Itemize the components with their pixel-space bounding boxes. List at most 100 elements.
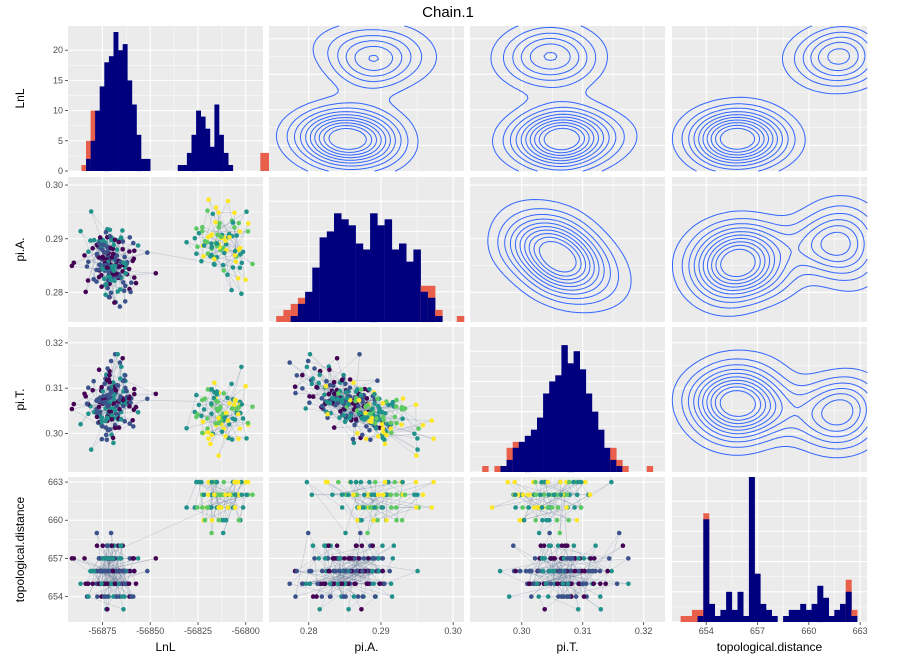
histogram-bar	[726, 591, 733, 622]
scatter-point	[375, 517, 380, 523]
scatter-point	[195, 505, 200, 510]
scatter-point	[353, 398, 358, 404]
scatter-point	[114, 247, 120, 252]
scatter-point	[591, 568, 596, 574]
density-contour	[509, 218, 605, 295]
scatter-point	[372, 594, 378, 599]
density-contour	[525, 52, 600, 162]
density-contour	[720, 248, 756, 278]
scatter-point	[317, 372, 323, 378]
scatter-point	[105, 594, 110, 599]
scatter-point	[429, 505, 435, 510]
scatter-point	[420, 492, 426, 498]
scatter-point	[209, 530, 214, 536]
scatter-point	[355, 594, 361, 599]
scatter-point	[343, 381, 348, 387]
scatter-point	[120, 228, 125, 233]
histogram-bar	[200, 116, 206, 171]
scatter-point	[245, 221, 251, 226]
scatter-point	[367, 479, 372, 485]
density-contour	[497, 208, 620, 305]
panel-background	[470, 177, 665, 322]
histogram-bar	[579, 369, 587, 472]
scatter-point	[540, 568, 545, 574]
scatter-point	[219, 429, 225, 435]
scatter-point	[223, 242, 229, 247]
scatter-point	[331, 425, 337, 430]
panel-1-1	[269, 177, 465, 323]
scatter-point	[380, 568, 386, 574]
density-contour	[693, 36, 866, 167]
scatter-point	[232, 248, 238, 254]
density-contour	[515, 37, 610, 167]
density-contour	[706, 237, 771, 288]
scatter-point	[101, 594, 107, 599]
scatter-point	[97, 262, 102, 268]
scatter-point	[104, 437, 110, 443]
scatter-point	[592, 556, 597, 561]
panel-1-3	[672, 177, 868, 322]
scatter-point	[153, 556, 159, 561]
panel-background	[672, 477, 867, 622]
scatter-point	[388, 492, 394, 498]
histogram-bar	[334, 213, 342, 323]
scatter-point	[107, 556, 113, 561]
scatter-point	[209, 401, 214, 406]
scatter-point	[83, 581, 88, 587]
histogram-bar-burnin	[81, 165, 87, 171]
scatter-point	[239, 479, 244, 485]
histogram-bar	[209, 146, 215, 171]
scatter-point	[357, 352, 362, 357]
scatter-point	[113, 388, 119, 393]
x-axis-labels: -56875 -56850 -56825 -56800 LnL 0.28 0.29 0.30 p…	[88, 622, 868, 654]
histogram-bar	[800, 603, 807, 622]
scatter-point	[100, 556, 106, 561]
scatter-point	[209, 241, 214, 246]
scatter-point	[394, 420, 399, 426]
scatter-point	[317, 368, 323, 374]
scatter-point	[533, 479, 538, 485]
scatter-point	[225, 272, 230, 278]
histogram-bar	[610, 459, 617, 472]
scatter-point	[213, 205, 219, 210]
histogram-bar-burnin	[680, 616, 687, 622]
scatter-point	[358, 387, 364, 392]
scatter-point	[561, 594, 567, 599]
scatter-point	[215, 232, 220, 237]
scatter-point	[104, 265, 110, 271]
scatter-point	[120, 356, 125, 361]
density-contour	[681, 358, 868, 450]
scatter-point	[232, 479, 237, 485]
scatter-point	[209, 411, 214, 417]
scatter-point	[413, 479, 419, 485]
scatter-point	[569, 568, 574, 574]
scatter-point	[353, 543, 359, 548]
scatter-point	[293, 594, 298, 599]
scatter-point	[205, 234, 211, 240]
panel-0-0	[68, 26, 270, 172]
scatter-point	[240, 249, 246, 255]
scatter-point	[145, 396, 150, 402]
scatter-point	[294, 568, 300, 574]
scatter-point	[114, 403, 120, 409]
density-contour	[538, 124, 585, 154]
scatter-point	[287, 360, 293, 365]
scatter-point	[109, 543, 115, 548]
x-tick-label: -56800	[232, 626, 260, 636]
density-contour	[299, 40, 403, 167]
histogram-bar	[391, 249, 400, 322]
histogram-bar	[420, 291, 429, 322]
scatter-point	[381, 417, 387, 423]
scatter-point	[394, 517, 399, 523]
histogram-bar-burnin	[482, 466, 489, 472]
density-contour	[487, 199, 632, 314]
scatter-point	[209, 479, 215, 485]
scatter-point	[576, 568, 581, 574]
scatter-point	[387, 568, 393, 574]
scatter-point	[415, 492, 420, 498]
scatter-point	[223, 492, 228, 498]
histogram-bar	[524, 435, 532, 473]
scatter-point	[535, 581, 540, 587]
scatter-point	[548, 543, 553, 548]
chart-title: Chain.1	[422, 4, 474, 21]
